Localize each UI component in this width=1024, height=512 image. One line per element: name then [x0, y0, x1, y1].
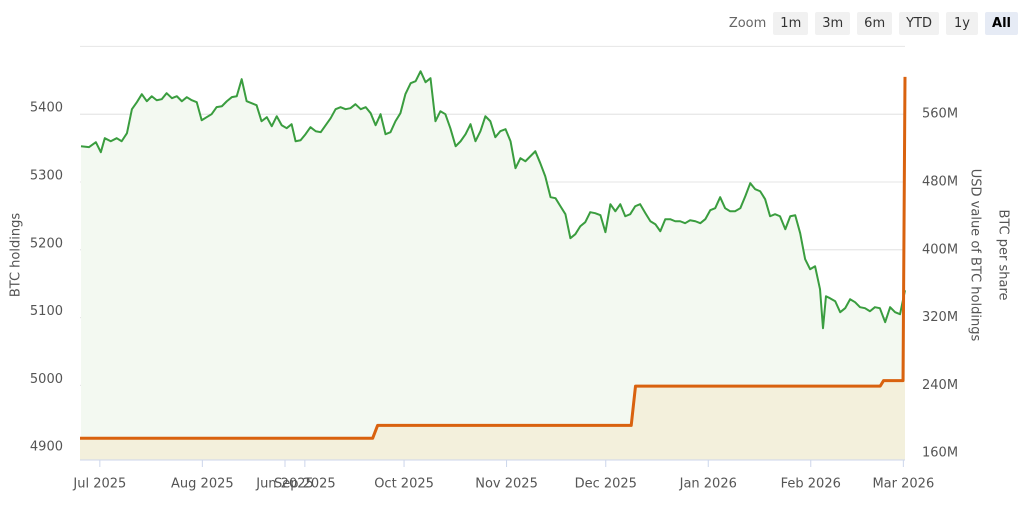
x-tick-label: Oct 2025	[374, 477, 434, 492]
series-line	[80, 70, 906, 330]
y-axis-title: BTC holdings	[9, 213, 24, 297]
x-tick-label: Sep 2025	[274, 477, 336, 492]
y-tick-label: 5200	[30, 236, 63, 251]
zoom-label: Zoom	[728, 16, 767, 31]
y2-tick-label: 480M	[922, 175, 958, 190]
zoom-button[interactable]: YTD	[899, 12, 940, 35]
y2-tick-label: 320M	[922, 310, 958, 325]
y2-tick-label: 400M	[922, 242, 958, 257]
series-line	[80, 76, 907, 440]
zoom-button[interactable]: All	[985, 12, 1018, 35]
y2-tick-label: 560M	[922, 107, 958, 122]
y3-axis-title: BTC per share	[996, 209, 1011, 300]
y2-tick-label: 240M	[922, 378, 958, 393]
y2-tick-label: 160M	[922, 446, 958, 461]
zoom-button[interactable]: 1m	[773, 12, 809, 35]
x-tick-label: Jul 2025	[72, 477, 126, 492]
y2-axis-title: USD value of BTC holdings	[968, 169, 983, 342]
x-tick-label: Nov 2025	[475, 477, 538, 492]
range-selector: Zoom 1m 3m 6m YTD 1y All	[729, 12, 1018, 35]
y-tick-label: 4900	[30, 440, 63, 455]
y-tick-label: 5100	[30, 304, 63, 319]
series-area	[80, 71, 905, 461]
x-tick-label: Aug 2025	[171, 477, 234, 492]
y-tick-label: 5300	[30, 169, 63, 184]
zoom-button[interactable]: 6m	[857, 12, 893, 35]
x-tick-label: Feb 2026	[781, 477, 841, 492]
y-tick-label: 5000	[30, 372, 63, 387]
y-tick-label: 5400	[30, 101, 63, 116]
x-tick-label: Jan 2026	[679, 477, 737, 492]
zoom-button[interactable]: 3m	[815, 12, 851, 35]
x-tick-label: Mar 2026	[872, 477, 934, 492]
x-tick-label: Dec 2025	[575, 477, 637, 492]
zoom-button[interactable]: 1y	[946, 12, 979, 35]
x-tick-label: Jun 2025	[255, 477, 314, 492]
series-area	[80, 76, 905, 461]
